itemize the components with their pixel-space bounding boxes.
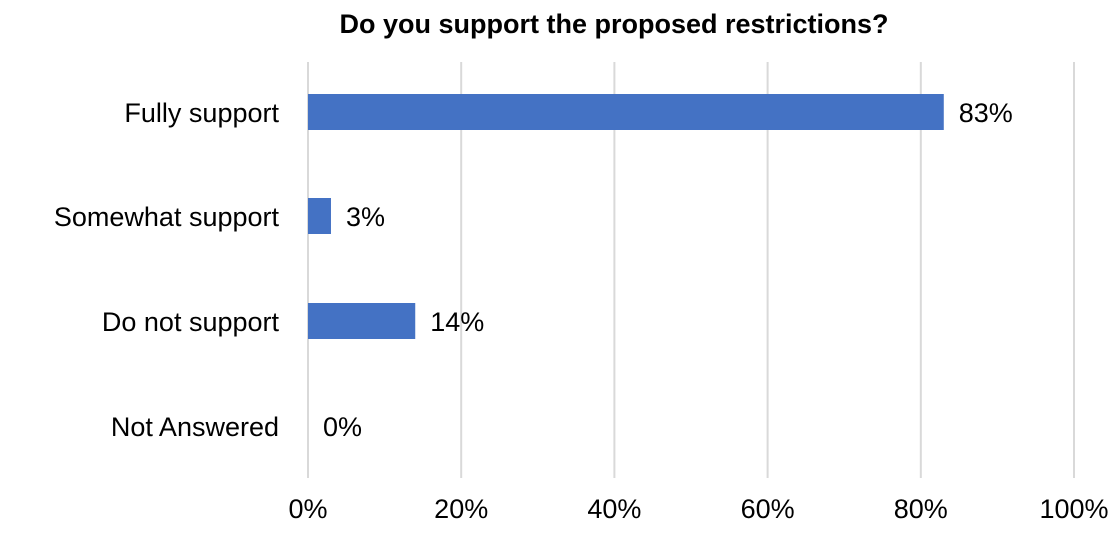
x-axis-tick-labels: 0% 20% 40% 60% 80% 100% (288, 494, 1108, 524)
data-label: 14% (430, 307, 484, 337)
x-tick-label: 80% (894, 494, 948, 524)
category-labels: Fully support Somewhat support Do not supp… (54, 98, 280, 442)
x-tick-label: 40% (587, 494, 641, 524)
x-tick-label: 100% (1039, 494, 1108, 524)
x-tick-label: 20% (434, 494, 488, 524)
bar (308, 303, 416, 339)
data-label: 3% (346, 202, 385, 232)
gridlines (307, 62, 1075, 478)
x-tick-label: 0% (288, 494, 327, 524)
bar (308, 198, 331, 234)
category-label: Fully support (124, 98, 279, 128)
data-labels: 83% 3% 14% 0% (323, 98, 1013, 442)
chart-title: Do you support the proposed restrictions… (339, 9, 888, 39)
category-label: Somewhat support (54, 202, 280, 232)
category-label: Do not support (102, 307, 280, 337)
data-label: 0% (323, 412, 362, 442)
bar (308, 94, 944, 130)
data-label: 83% (959, 98, 1013, 128)
category-label: Not Answered (111, 412, 279, 442)
bars (308, 94, 944, 339)
x-tick-label: 60% (741, 494, 795, 524)
